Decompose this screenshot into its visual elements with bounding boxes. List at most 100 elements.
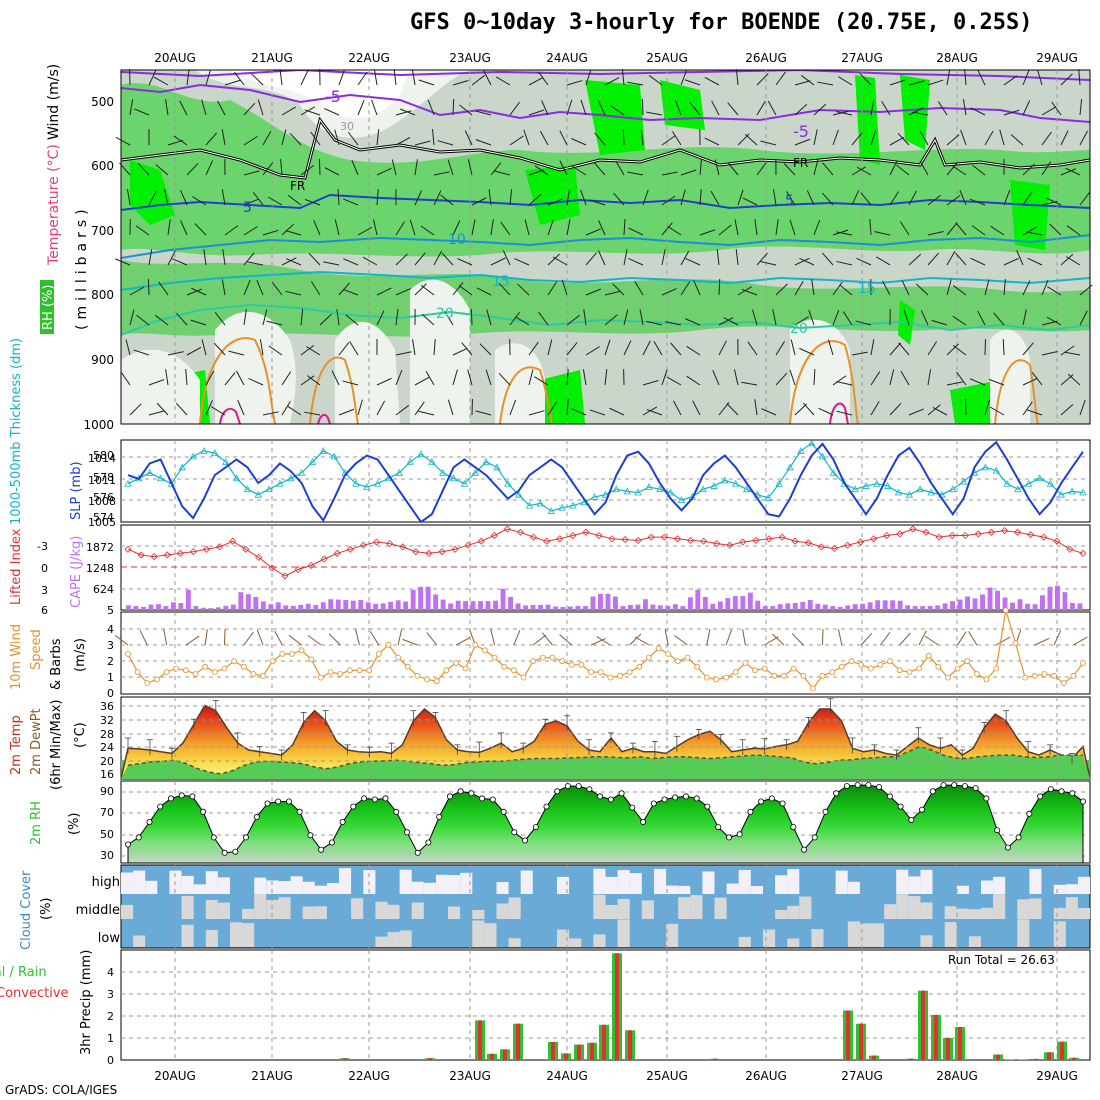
wind-barb [571,408,587,416]
wind-barb [566,99,573,116]
wind-barb [927,341,938,356]
wind-barb [490,219,494,236]
wind-barb [680,250,690,266]
thk-tick-576: 576 [93,491,114,504]
wind-barb [343,198,359,206]
wind-barb [528,77,544,86]
cloud-clear-cell [956,908,969,919]
cape-tick-1872: 1872 [86,541,114,554]
date-label-bottom-0: 20AUG [154,1069,196,1083]
wind10-point [153,676,160,683]
rh2m-point [242,834,249,841]
cloud-clear-cell [399,869,412,894]
wind10-barb [590,638,606,646]
precip-convective-bar [490,1053,494,1060]
wind-barb [952,165,967,176]
cloud-clear-cell [266,880,279,894]
rh2m-point [157,803,164,810]
wind-barb [1067,373,1081,386]
cape-bar [680,606,686,610]
wind-barb [734,219,739,236]
lifted-index-point [1079,549,1087,557]
wind-barb [889,160,898,176]
wind-barb [262,162,274,176]
wind-barb [794,257,810,266]
wind-barb [955,252,967,266]
rh2m-point [522,837,529,844]
dewpt-area [121,746,1090,779]
dry-region-bottom-5 [495,343,545,424]
lifted-index-point [163,551,171,559]
rh2m-point [425,839,432,846]
cloud-clear-cell [242,923,255,947]
wind-barb [357,100,365,116]
precip-convective-bar [859,1023,863,1060]
cloud-clear-cell [508,938,521,947]
wind-barb [640,129,644,146]
cloud-level-labels: high middle low [76,875,121,946]
wind-barb [999,129,1005,146]
wind-barb [395,351,412,356]
wind10-barb [706,629,711,646]
cloud-clear-cell [1029,898,1042,919]
cloud-clear-cell [181,875,194,894]
wind10-barb [725,629,732,646]
cloud-clear-cell [133,935,146,947]
wind10-barb [328,633,341,646]
wind-barb [896,164,910,176]
wind-barb [129,403,142,416]
wind-barb [125,339,131,356]
wind-barb [334,219,340,236]
wind-barb [502,250,511,266]
wind-barb [129,99,134,116]
wind-barb [433,250,443,266]
cape-bar [598,593,603,610]
lifted-index-point [987,528,995,536]
wind-barb [646,111,663,116]
wind-barb [970,378,986,386]
wind10-barb [629,633,642,646]
wind10-point [617,672,623,679]
wind-barb [334,129,340,146]
cloud-clear-cell [1053,884,1066,894]
wind-barb [280,159,283,176]
wind10-point [192,671,199,677]
wind-barb [498,282,511,296]
lifted-index-point [857,538,865,546]
wind-barb [304,198,321,206]
wind-barb [1049,223,1062,236]
wind-barb [136,314,150,326]
wind-barb [256,280,264,296]
wind-barb [135,225,150,236]
moist-band-1 [121,83,1090,257]
rh2m-point [618,790,625,797]
lifted-index-point [765,535,773,543]
wind-barb [775,71,786,86]
wind-barb [471,219,476,236]
cloud-cells [121,868,1090,947]
wind-barb [376,167,392,176]
thickness-point [254,490,262,498]
wind-barb [927,369,932,386]
cape-tick-1248: 1248 [86,562,114,575]
thickness-point [949,485,957,493]
wind-barb [190,319,207,326]
wind-barb [418,410,435,416]
wind-barb [856,257,872,266]
ylabel-minmax: (6hr Min/Max) [49,700,64,790]
cloud-clear-cell [121,872,134,894]
wind-barb [737,189,744,206]
thk-tick-578: 578 [93,471,114,484]
wind-barb [869,219,872,236]
wind-barb [313,220,321,236]
wind-barb [1022,191,1033,206]
wind-barb [271,282,283,296]
thickness-point [992,466,1000,474]
lifted-index-point [320,555,328,563]
wind-barb [680,189,686,206]
lifted-index-point [255,553,263,561]
wind-barb [969,198,986,206]
wind10-point [481,647,488,654]
wind-barb [839,284,853,296]
wind-barb [594,132,606,146]
